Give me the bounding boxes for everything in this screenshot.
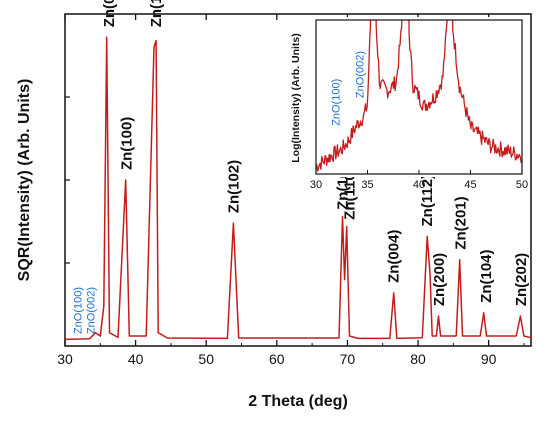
- main-peak-labels: Zn(002)Zn(100)Zn(101)Zn(102) Zn(103)Zn(11…: [101, 0, 530, 306]
- inset-x-tick-label-4: 50: [516, 179, 528, 191]
- x-tick-label-5: 80: [410, 351, 426, 367]
- inset-zno-labels: ZnO(100) ZnO(002): [331, 51, 367, 126]
- inset-x-tick-label-3: 45: [464, 179, 476, 191]
- peak-label-2: Zn(101): [148, 0, 165, 27]
- inset-zno-label-0: ZnO(100): [331, 79, 343, 126]
- x-tick-label-2: 50: [198, 351, 214, 367]
- y-axis-label: SQR(Intensity) (Arb. Units): [16, 79, 33, 282]
- main-series-line: [64, 36, 532, 341]
- inset-x-tick-label-0: 30: [310, 179, 322, 191]
- x-tick-label-4: 70: [340, 351, 356, 367]
- peak-label-5: Zn(110): [342, 167, 359, 220]
- main-zno-labels: ZnO(100) ZnO(002): [73, 287, 98, 334]
- peak-label-8: Zn(200): [431, 253, 448, 306]
- peak-label-9: Zn(201): [452, 196, 469, 249]
- zno-label-0: ZnO(100): [73, 287, 85, 334]
- inset-ticks: 30 35 40 45 50: [310, 170, 528, 191]
- peak-label-10: Zn(104): [478, 249, 495, 302]
- peak-label-3: Zn(102): [226, 160, 243, 213]
- x-tick-label-6: 90: [481, 351, 497, 367]
- x-axis-label: 2 Theta (deg): [248, 393, 348, 410]
- zno-label-1: ZnO(002): [85, 287, 97, 334]
- main-ticks: 30 40 50 60 70 80 90: [57, 14, 525, 367]
- inset-chart: 30 35 40 45 50 ZnO(100) ZnO(002) Log(Intensit…: [290, 17, 528, 191]
- peak-label-1: Zn(100): [118, 117, 135, 170]
- peak-label-0: Zn(002): [101, 0, 118, 27]
- x-tick-label-1: 40: [128, 351, 144, 367]
- peak-label-7: Zn(112): [419, 174, 436, 227]
- inset-zno-label-1: ZnO(002): [354, 51, 366, 98]
- x-tick-label-0: 30: [57, 351, 73, 367]
- inset-x-tick-label-2: 40: [413, 179, 425, 191]
- inset-x-tick-label-1: 35: [361, 179, 373, 191]
- inset-y-axis-label: Log(Intensity) (Arb. Units): [290, 33, 302, 163]
- peak-label-11: Zn(202): [513, 253, 530, 306]
- inset-series-line: [316, 20, 522, 172]
- peak-label-6: Zn(004): [385, 230, 402, 283]
- x-tick-label-3: 60: [269, 351, 285, 367]
